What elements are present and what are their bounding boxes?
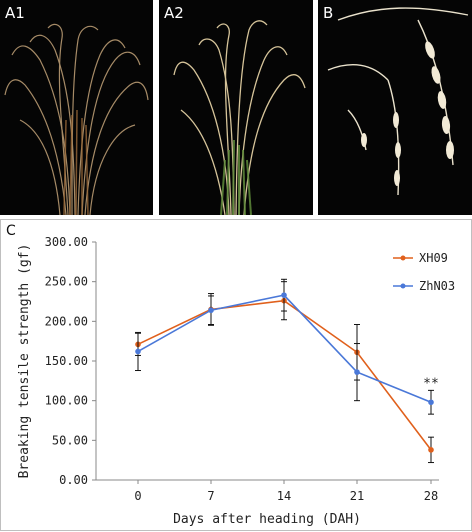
y-tick-label: 200.00 — [45, 314, 88, 328]
legend-label-xh09: XH09 — [419, 251, 448, 265]
x-tick-label: 14 — [277, 489, 291, 503]
legend-marker-xh09 — [400, 255, 406, 261]
rice-plant-a2-illustration — [173, 20, 306, 215]
panel-label-c: C — [6, 223, 16, 239]
x-tick-label: 21 — [350, 489, 364, 503]
rice-panicle-b-illustration — [327, 7, 469, 196]
y-axis-title: Breaking tensile strength (gf) — [17, 244, 32, 479]
y-tick-label: 250.00 — [45, 275, 88, 289]
data-point-zhn03 — [354, 369, 360, 375]
legend-marker-zhn03 — [400, 283, 406, 289]
photo-panel-a2: A2 — [159, 0, 313, 215]
y-tick-label: 100.00 — [45, 394, 88, 408]
x-tick-label: 28 — [424, 489, 438, 503]
data-point-zhn03 — [428, 399, 434, 406]
photo-panel-b: B — [318, 0, 472, 215]
legend: XH09 ZhN03 — [393, 251, 455, 293]
y-tick-label: 300.00 — [45, 235, 88, 249]
data-point-xh09 — [428, 447, 434, 453]
chart-panel-c: 0.00 50.00 100.00 150.00 200.00 250.00 300.00 … — [0, 219, 472, 531]
x-tick-label: 7 — [207, 489, 214, 503]
x-tick-label: 0 — [134, 489, 141, 503]
tensile-strength-chart: 0.0050.00100.00150.00200.00250.00300.00 … — [17, 235, 455, 527]
photo-panel-a1: A1 — [0, 0, 153, 215]
data-point-zhn03 — [135, 348, 141, 355]
x-axis-title: Days after heading (DAH) — [173, 512, 361, 527]
significance-annotation: ** — [423, 376, 439, 391]
rice-plant-a1-illustration — [4, 23, 149, 215]
series-line-xh09 — [137, 299, 432, 451]
panel-label-a1: A1 — [5, 4, 25, 22]
panel-label-b: B — [323, 4, 334, 22]
y-tick-label: 150.00 — [45, 354, 88, 368]
y-tick-label: 0.00 — [59, 473, 88, 487]
data-point-zhn03 — [281, 292, 287, 298]
y-tick-label: 50.00 — [52, 433, 88, 447]
panel-label-a2: A2 — [164, 4, 184, 22]
data-point-zhn03 — [208, 307, 214, 314]
legend-label-zhn03: ZhN03 — [419, 279, 455, 293]
